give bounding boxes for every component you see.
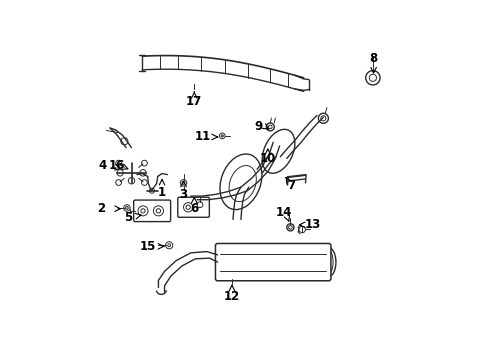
Text: 16: 16: [109, 159, 125, 172]
Text: 4: 4: [99, 159, 107, 172]
Text: 8: 8: [369, 51, 377, 64]
Text: 2: 2: [97, 202, 105, 215]
FancyBboxPatch shape: [215, 243, 330, 281]
Text: 14: 14: [275, 206, 291, 219]
Text: 15: 15: [139, 240, 156, 253]
Text: 12: 12: [224, 290, 240, 303]
Text: 5: 5: [123, 211, 132, 224]
Text: 7: 7: [286, 179, 295, 192]
Circle shape: [182, 181, 184, 184]
Text: 17: 17: [186, 95, 202, 108]
Text: 13: 13: [304, 218, 320, 231]
Circle shape: [125, 207, 128, 210]
Text: 10: 10: [259, 152, 275, 165]
Circle shape: [221, 135, 223, 137]
Text: 9: 9: [254, 120, 263, 133]
Text: 11: 11: [195, 130, 211, 144]
Text: 1: 1: [158, 186, 166, 199]
FancyBboxPatch shape: [178, 197, 209, 217]
Text: 6: 6: [190, 202, 198, 215]
Text: 3: 3: [179, 188, 187, 201]
